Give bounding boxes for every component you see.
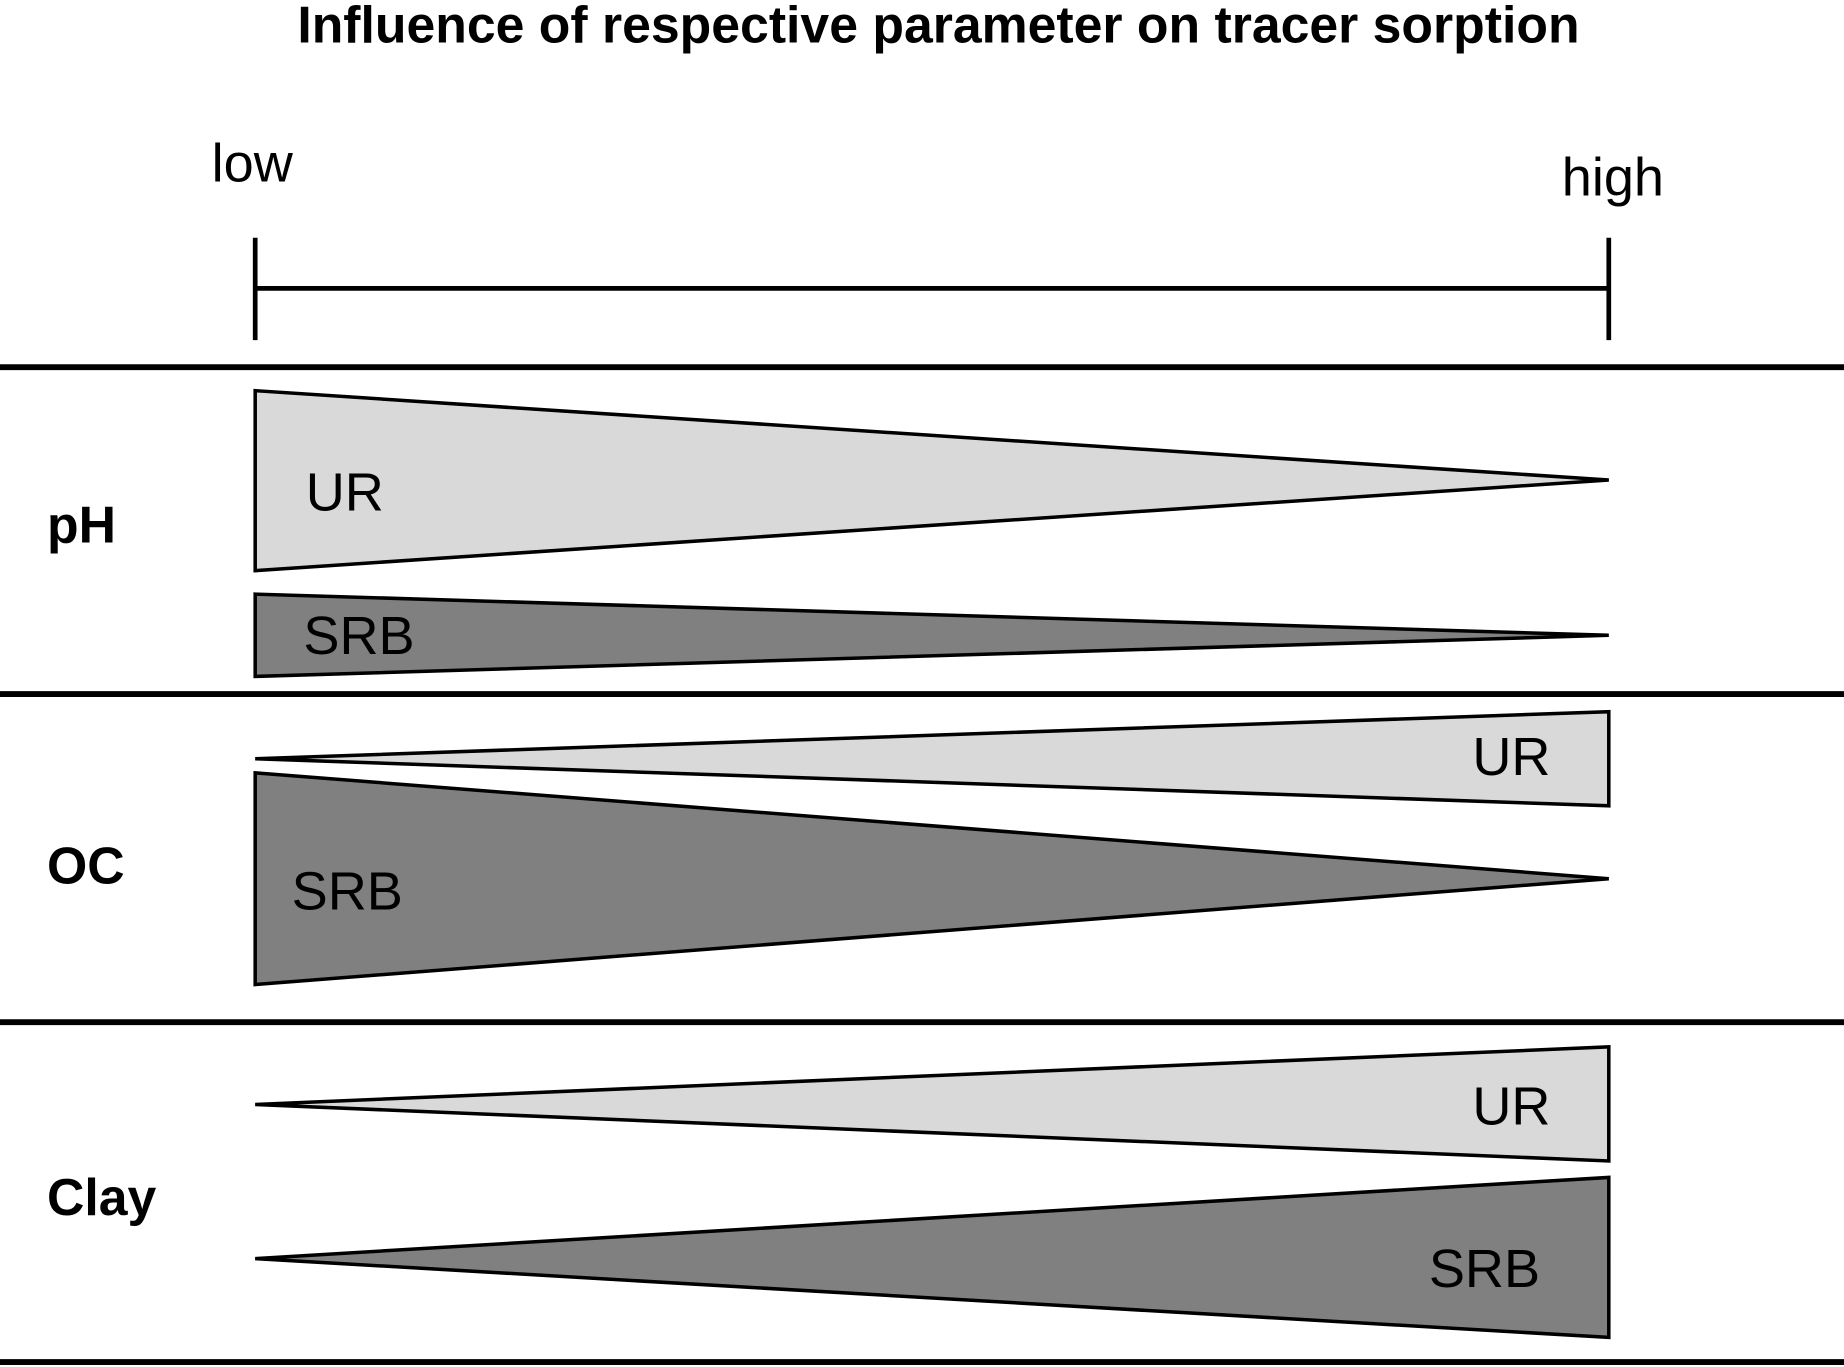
wedge xyxy=(255,1175,1611,1340)
wedge-label: UR xyxy=(1472,727,1550,787)
wedge xyxy=(253,770,1609,987)
row-label: OC xyxy=(47,836,125,894)
wedge xyxy=(253,592,1609,679)
scale-bar xyxy=(252,237,1612,341)
wedge xyxy=(253,388,1609,573)
wedge-label: UR xyxy=(1472,1077,1550,1137)
wedge-label: SRB xyxy=(1429,1239,1540,1299)
row-label: Clay xyxy=(47,1168,157,1226)
wedge-label: UR xyxy=(306,463,384,523)
scale-high-label: high xyxy=(1562,147,1664,207)
title: Influence of respective parameter on tra… xyxy=(297,0,1579,54)
scale-low-label: low xyxy=(212,133,294,193)
wedge xyxy=(255,1045,1611,1163)
wedge xyxy=(255,709,1611,808)
wedge-label: SRB xyxy=(303,606,414,666)
row-label: pH xyxy=(47,495,116,553)
wedge-label: SRB xyxy=(292,861,403,921)
